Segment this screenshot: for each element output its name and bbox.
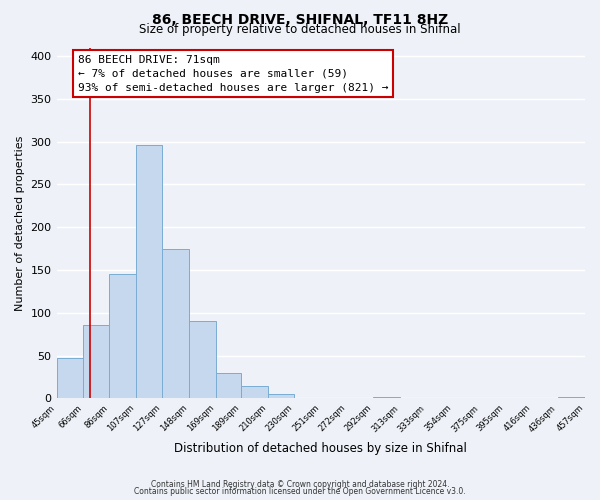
X-axis label: Distribution of detached houses by size in Shifnal: Distribution of detached houses by size … [175, 442, 467, 455]
Y-axis label: Number of detached properties: Number of detached properties [15, 136, 25, 310]
Bar [373, 396, 400, 398]
Bar [188, 320, 215, 398]
Bar [162, 248, 188, 398]
Text: 86 BEECH DRIVE: 71sqm
← 7% of detached houses are smaller (59)
93% of semi-detac: 86 BEECH DRIVE: 71sqm ← 7% of detached h… [77, 54, 388, 92]
Bar [241, 386, 268, 398]
Text: Contains public sector information licensed under the Open Government Licence v3: Contains public sector information licen… [134, 487, 466, 496]
Text: Size of property relative to detached houses in Shifnal: Size of property relative to detached ho… [139, 24, 461, 36]
Bar [268, 394, 294, 398]
Bar [215, 372, 241, 398]
Bar [109, 274, 136, 398]
Bar [136, 145, 162, 399]
Bar [83, 325, 109, 398]
Bar [56, 358, 83, 399]
Text: Contains HM Land Registry data © Crown copyright and database right 2024.: Contains HM Land Registry data © Crown c… [151, 480, 449, 489]
Bar [558, 396, 585, 398]
Text: 86, BEECH DRIVE, SHIFNAL, TF11 8HZ: 86, BEECH DRIVE, SHIFNAL, TF11 8HZ [152, 12, 448, 26]
